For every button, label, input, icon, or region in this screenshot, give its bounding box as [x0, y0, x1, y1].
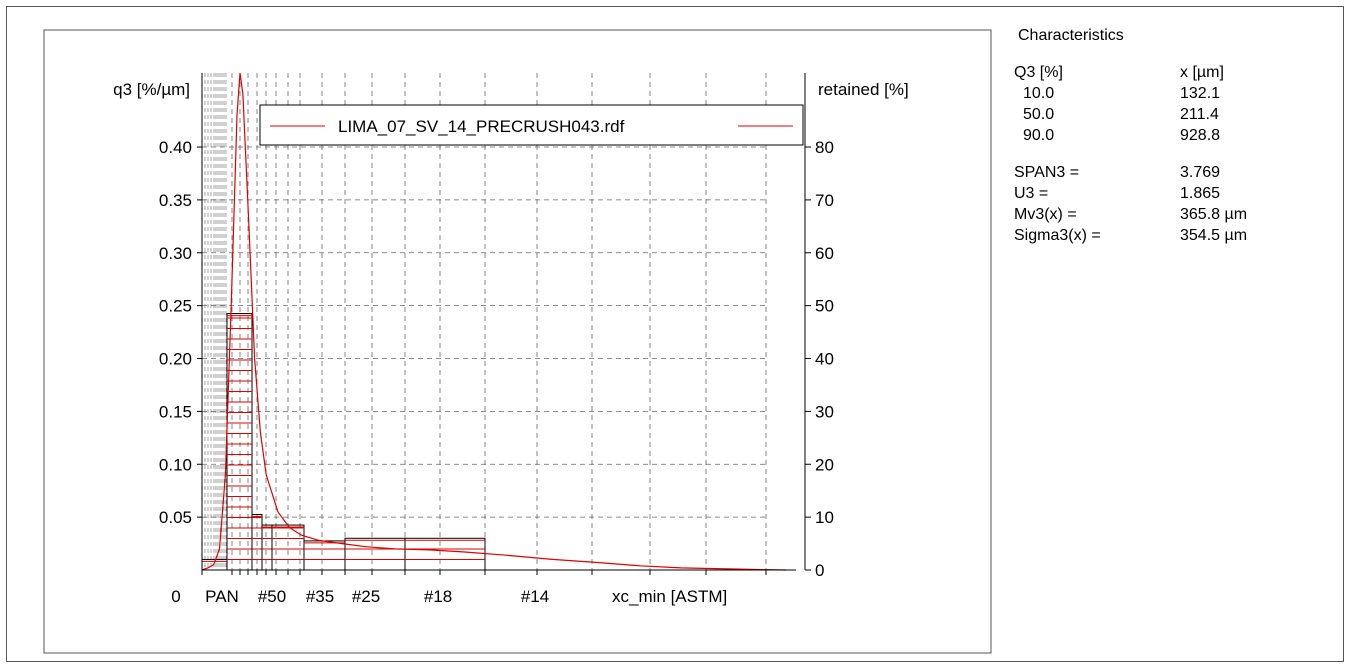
- mv3-value: 365.8 µm: [1180, 206, 1248, 223]
- y-left-tick-label: 0.40: [159, 138, 192, 157]
- y-left-tick-label: 0.35: [159, 191, 192, 210]
- y-right-tick-label: 40: [815, 350, 834, 369]
- ticks-layer: 0.05 0.10 0.15 0.20 0.25 0.30 0.35 0.40 0 10 20 30 4…: [159, 138, 834, 606]
- x-tick-label: #35: [306, 587, 334, 606]
- y-right-tick-label: 80: [815, 138, 834, 157]
- x-value-90: 928.8: [1180, 127, 1221, 144]
- mv3-label: Mv3(x) =: [1014, 206, 1077, 223]
- y-right-tick-label: 50: [815, 297, 834, 316]
- grid-layer: [202, 73, 767, 570]
- span3-value: 3.769: [1180, 164, 1221, 181]
- span3-label: SPAN3 =: [1014, 164, 1080, 181]
- x-value-10: 132.1: [1180, 85, 1221, 102]
- y-right-tick-label: 10: [815, 508, 834, 527]
- characteristics-title: Characteristics: [1018, 27, 1124, 44]
- sigma3-value: 354.5 µm: [1180, 227, 1248, 244]
- y-right-tick-label: 30: [815, 402, 834, 421]
- legend-entry: LIMA_07_SV_14_PRECRUSH043.rdf: [338, 117, 625, 136]
- axes-layer: [201, 73, 806, 571]
- legend-box: [259, 104, 804, 146]
- q3-value-90: 90.0: [1023, 127, 1055, 144]
- u3-label: U3 =: [1014, 185, 1049, 202]
- sigma3-label: Sigma3(x) =: [1014, 227, 1101, 244]
- x-tick-label: #50: [258, 587, 286, 606]
- q3-value-10: 10.0: [1023, 85, 1055, 102]
- x-value-50: 211.4: [1180, 106, 1219, 123]
- x-tick-label: #14: [521, 587, 549, 606]
- y-left-axis-label: q3 [%/µm]: [113, 80, 190, 99]
- density-curve: [201, 72, 787, 571]
- y-left-tick-label: 0.10: [159, 455, 192, 474]
- report-frame: [6, 6, 1344, 662]
- y-right-axis-label: retained [%]: [818, 80, 909, 99]
- x-column-header: x [µm]: [1180, 64, 1224, 81]
- x-tick-label: 0: [171, 587, 180, 606]
- q3-value-50: 50.0: [1023, 106, 1055, 123]
- curve-layer: [201, 72, 787, 571]
- x-tick-label: PAN: [205, 587, 239, 606]
- y-left-tick-label: 0.30: [159, 244, 192, 263]
- legend: LIMA_07_SV_14_PRECRUSH043.rdf: [259, 104, 804, 146]
- y-left-tick-label: 0.15: [159, 402, 192, 421]
- y-left-tick-label: 0.25: [159, 297, 192, 316]
- q3-column-header: Q3 [%]: [1014, 64, 1063, 81]
- x-tick-label: #25: [352, 587, 380, 606]
- u3-value: 1.865: [1180, 185, 1221, 202]
- y-right-tick-label: 60: [815, 244, 834, 263]
- x-tick-label: #18: [424, 587, 452, 606]
- y-left-tick-label: 0.05: [159, 508, 192, 527]
- y-right-tick-label: 70: [815, 191, 834, 210]
- y-right-tick-label: 20: [815, 455, 834, 474]
- y-right-tick-label: 0: [815, 561, 824, 580]
- x-axis-label: xc_min [ASTM]: [612, 587, 727, 606]
- y-left-tick-label: 0.20: [159, 350, 192, 369]
